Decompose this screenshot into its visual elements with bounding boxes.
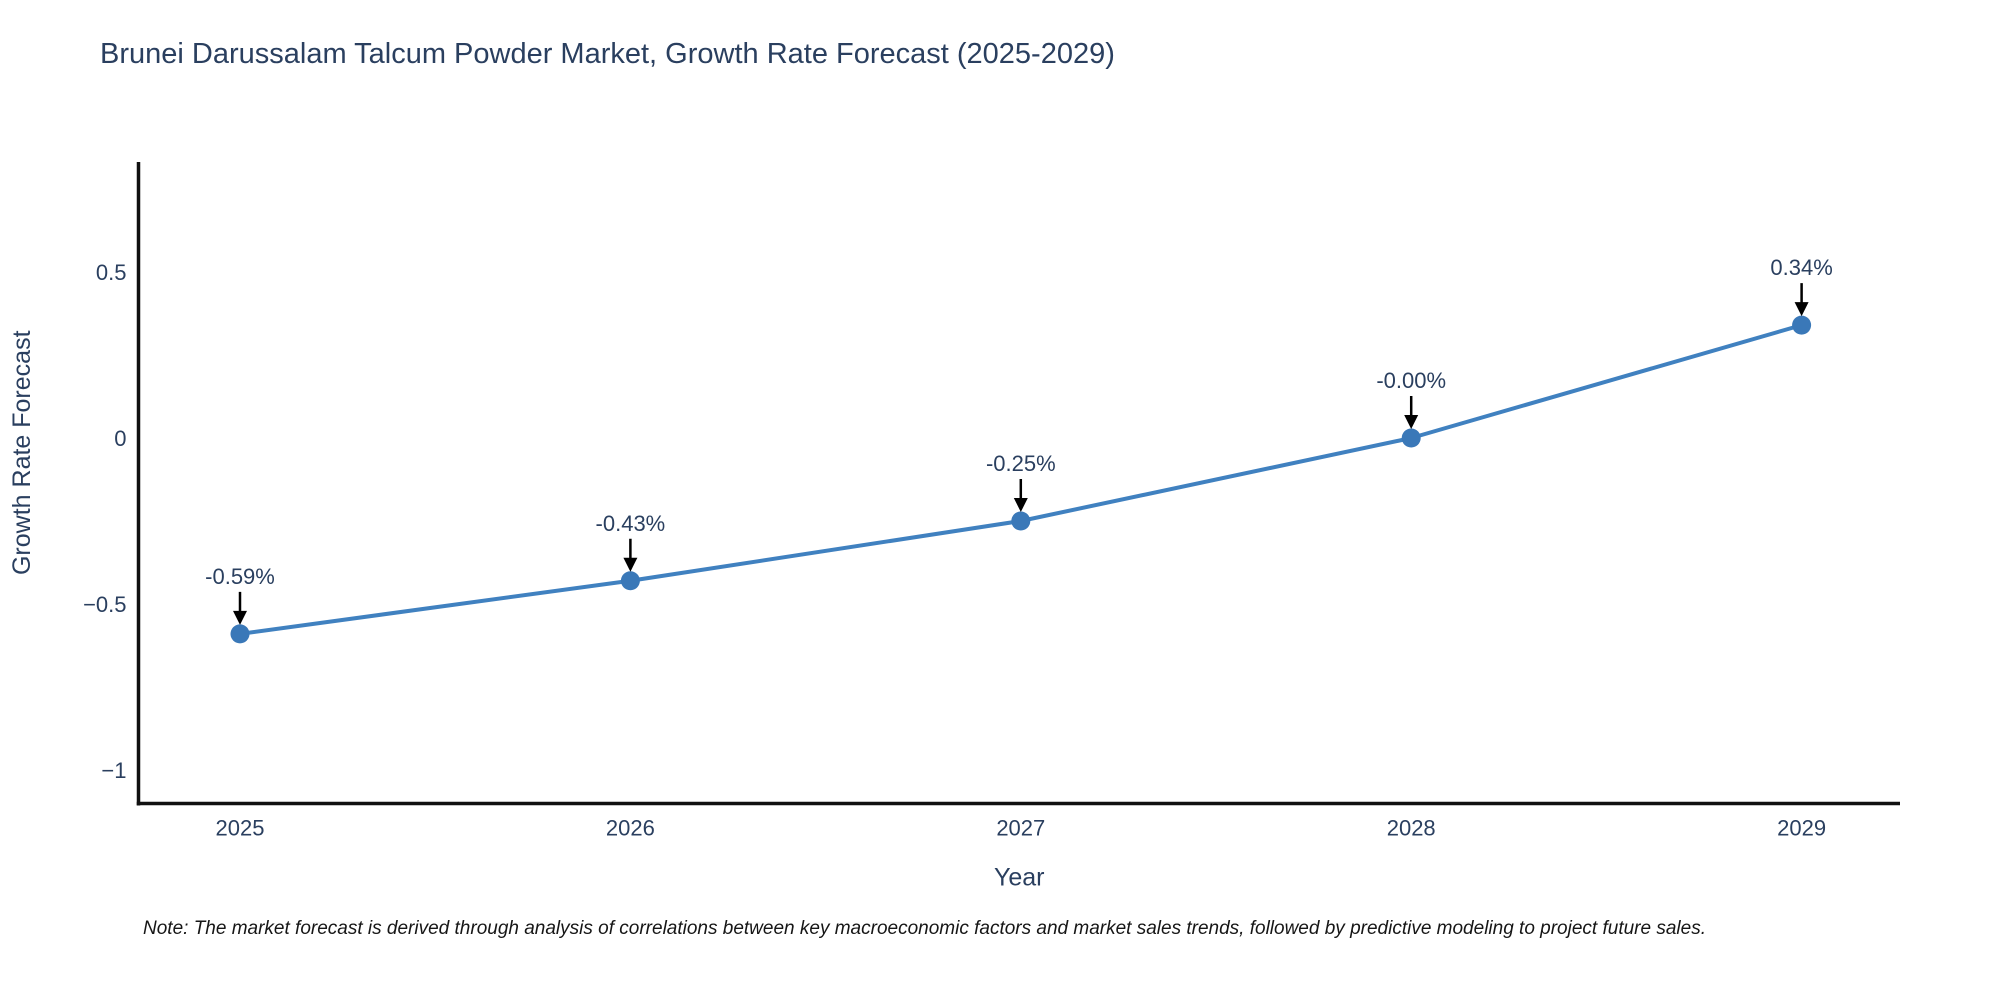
y-tick-label: 0 [114,426,126,451]
annotation-arrow-head-icon [1013,498,1028,512]
data-point-markers [230,315,1812,644]
annotation-arrow-head-icon [233,610,247,625]
point-value-label: 0.34% [1770,255,1832,280]
point-value-label: -0.25% [986,451,1056,476]
axes [136,162,1900,806]
page-title: Brunei Darussalam Talcum Powder Market, … [100,38,1115,70]
x-tick-label: 2027 [996,816,1045,841]
x-tick-label: 2025 [216,816,265,841]
data-point-marker [620,571,640,591]
y-axis-title: Growth Rate Forecast [8,330,36,575]
x-tick-label: 2028 [1387,816,1436,841]
y-tick-label: −1 [101,758,126,783]
y-tick-label: 0.5 [96,260,127,285]
annotation-arrow-head-icon [1794,302,1809,317]
axis-titles: Year Growth Rate Forecast [8,330,1045,891]
data-point-marker [1011,511,1031,531]
annotation-arrow-head-icon [1404,415,1419,429]
point-value-label: -0.00% [1376,368,1446,393]
x-axis-title: Year [994,864,1045,892]
annotation-arrow-head-icon [623,557,638,572]
point-value-label: -0.59% [205,564,275,589]
data-point-marker [1401,428,1421,448]
y-tick-label: −0.5 [83,592,126,617]
data-point-marker [1792,315,1812,335]
point-annotations: -0.59% -0.43% -0.25% -0.00% 0.34% [205,255,1833,625]
footnote: Note: The market forecast is derived thr… [143,918,1706,939]
x-tick-label: 2026 [606,816,655,841]
tick-labels: 0.5 0 −0.5 −1 2025 2026 2027 2028 2029 [83,260,1826,841]
point-value-label: -0.43% [596,511,666,536]
data-point-marker [230,624,250,644]
x-tick-label: 2029 [1777,816,1826,841]
